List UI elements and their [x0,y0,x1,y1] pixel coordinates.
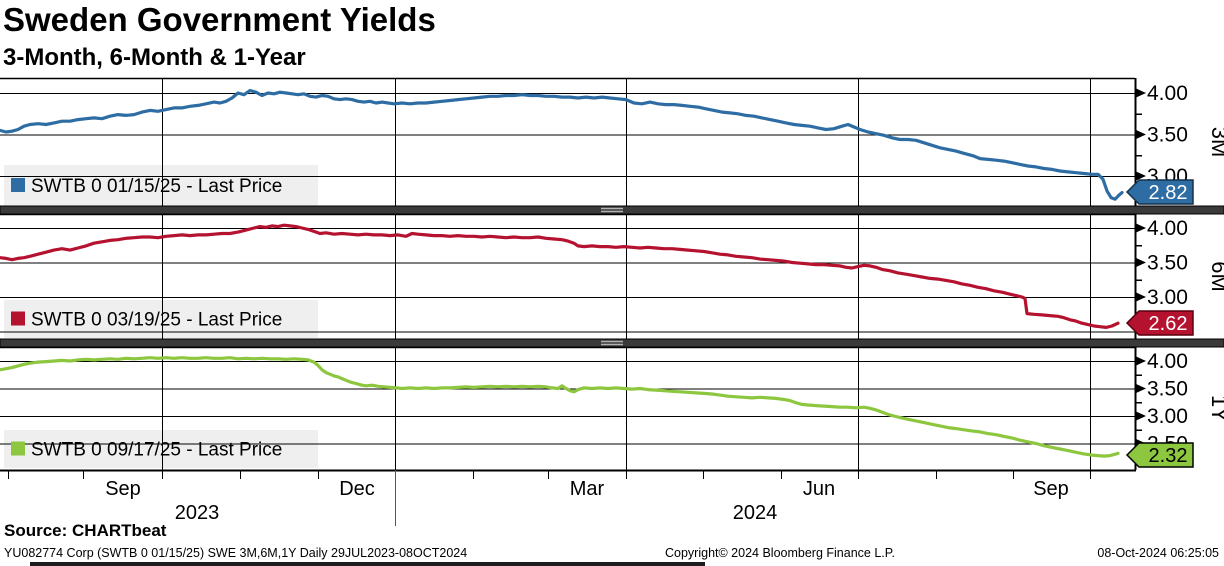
legend-swatch [11,441,25,456]
legend-label: SWTB 0 01/15/25 - Last Price [31,176,282,197]
x-year-label: 2023 [175,502,220,524]
footer-timestamp: 08-Oct-2024 06:25:05 [1097,546,1219,560]
last-price-tag-3m [1125,179,1194,205]
y-tick-label: 3.00 [1147,286,1188,309]
panel-6m: 4.00 3.50 3.00 6M 2.62 SWTB 0 03/19/25 - Last… [0,213,1224,339]
y-tick-arrow [1135,292,1146,302]
last-price-tag-6m [1125,310,1194,336]
series-line-6m [0,223,1120,329]
x-year-label: 2024 [733,502,778,524]
x-month-label: Dec [339,478,375,500]
y-tick-arrow [1135,129,1146,140]
x-month-label: Jun [803,478,835,500]
y-tick-arrow [1135,411,1146,421]
last-price-value: 2.32 [1149,445,1188,467]
panel-separator-1[interactable] [0,205,1224,215]
legend-box [4,430,318,468]
legend-box [4,165,318,206]
y-tick-label: 3.50 [1147,252,1188,275]
series-line-1y [0,356,1120,458]
y-tick-arrow [1135,223,1146,233]
y-tick-label: 3.50 [1147,378,1188,401]
panel-axis-label: 1Y [1207,395,1224,422]
page-subtitle: 3-Month, 6-Month & 1-Year [3,44,306,71]
y-tick-label: 4.00 [1147,217,1188,240]
footer-security-info: YU082774 Corp (SWTB 0 01/15/25) SWE 3M,6… [4,546,468,560]
cropped-window-edge [30,562,705,566]
legend-swatch [11,311,25,326]
x-month-label: Sep [1033,478,1069,500]
x-month-label: Mar [570,478,605,500]
panel-axis-label: 3M [1207,127,1224,158]
legend-label: SWTB 0 09/17/25 - Last Price [31,440,282,461]
legend-label: SWTB 0 03/19/25 - Last Price [31,310,282,331]
panel-axis-label: 6M [1207,261,1224,292]
footer-copyright: Copyright© 2024 Bloomberg Finance L.P. [665,546,895,560]
x-month-label: Sep [105,478,141,500]
y-tick-label: 3.50 [1147,124,1188,147]
y-tick-arrow [1135,257,1146,268]
last-price-value: 2.62 [1149,313,1188,335]
y-tick-label: 4.00 [1147,82,1188,105]
panel-separator-2[interactable] [0,338,1224,348]
y-tick-arrow [1135,356,1146,366]
y-tick-arrow [1135,383,1146,394]
last-price-tag-1y [1125,442,1194,468]
source-label: Source: CHARTbeat [4,521,167,540]
legend-swatch [11,178,25,192]
y-tick-arrow [1135,171,1146,181]
series-line-3m [0,88,1124,201]
y-tick-label: 3.00 [1147,405,1188,428]
y-tick-arrow [1135,88,1146,98]
last-price-value: 2.82 [1149,182,1188,204]
page-title: Sweden Government Yields [3,1,436,38]
y-tick-label: 4.00 [1147,350,1188,373]
